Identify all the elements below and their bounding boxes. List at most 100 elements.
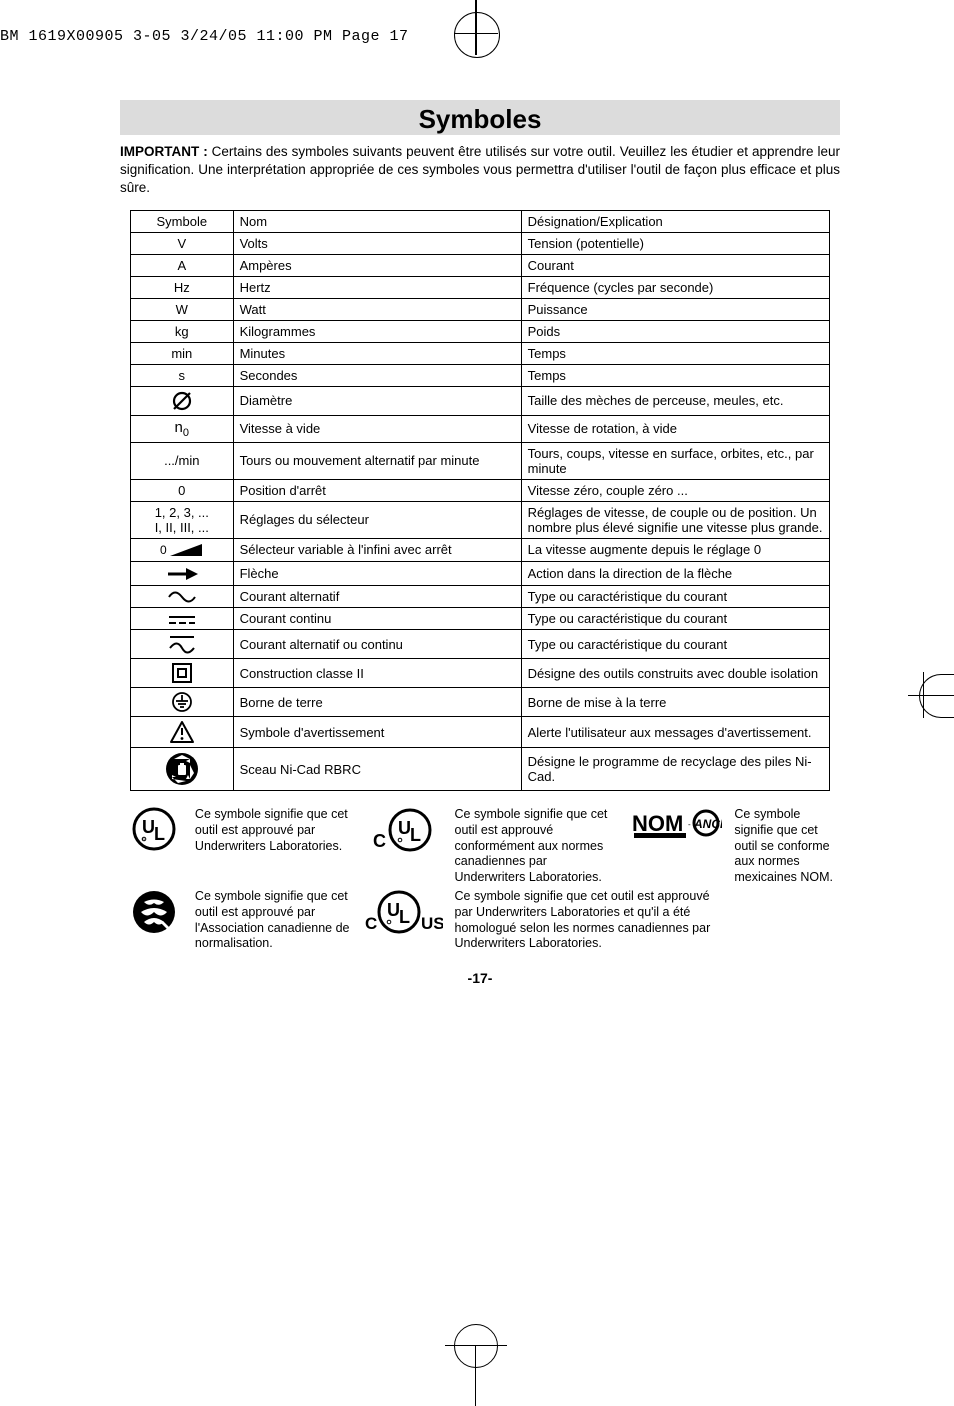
svg-text:NOM: NOM — [632, 811, 683, 836]
ac-icon — [131, 585, 234, 608]
diameter-icon — [131, 386, 234, 415]
nom-cell: Secondes — [233, 364, 521, 386]
intro-paragraph: IMPORTANT : Certains des symboles suivan… — [120, 143, 840, 198]
culus-logo-icon: C U L US — [359, 887, 449, 954]
table-row: kg Kilogrammes Poids — [131, 320, 830, 342]
table-row: s Secondes Temps — [131, 364, 830, 386]
nom-cell: Vitesse à vide — [233, 415, 521, 442]
nom-cell: Flèche — [233, 562, 521, 586]
rbrc-icon — [131, 748, 234, 791]
table-row: .../min Tours ou mouvement alternatif pa… — [131, 442, 830, 479]
des-cell: Désigne des outils construits avec doubl… — [521, 659, 829, 688]
nom-cell: Hertz — [233, 276, 521, 298]
des-cell: Vitesse de rotation, à vide — [521, 415, 829, 442]
sym-settings: 1, 2, 3, ... I, II, III, ... — [131, 501, 234, 538]
nom-cell: Courant alternatif ou continu — [233, 630, 521, 659]
des-cell: Poids — [521, 320, 829, 342]
des-cell: Puissance — [521, 298, 829, 320]
nom-cell: Sceau Ni-Cad RBRC — [233, 748, 521, 791]
des-cell: Action dans la direction de la flèche — [521, 562, 829, 586]
des-cell: Courant — [521, 254, 829, 276]
des-cell: Vitesse zéro, couple zéro ... — [521, 479, 829, 501]
svg-text:C: C — [365, 914, 377, 933]
th-symbole: Symbole — [131, 210, 234, 232]
th-designation: Désignation/Explication — [521, 210, 829, 232]
table-row: Hz Hertz Fréquence (cycles par seconde) — [131, 276, 830, 298]
nom-cell: Courant alternatif — [233, 585, 521, 608]
table-row: Symbole d'avertissement Alerte l'utilisa… — [131, 717, 830, 748]
ul-logo-icon: U L R — [120, 805, 189, 887]
des-cell: Temps — [521, 364, 829, 386]
des-cell: Type ou caractéristique du courant — [521, 630, 829, 659]
table-row: W Watt Puissance — [131, 298, 830, 320]
des-cell: Réglages de vitesse, de couple ou de pos… — [521, 501, 829, 538]
table-row: Courant continu Type ou caractéristique … — [131, 608, 830, 630]
des-cell: Type ou caractéristique du courant — [521, 608, 829, 630]
n0-icon: n0 — [131, 415, 234, 442]
symbols-table: Symbole Nom Désignation/Explication V Vo… — [130, 210, 830, 792]
nom-cell: Volts — [233, 232, 521, 254]
title-band: Symboles — [120, 100, 840, 135]
sym-text: s — [131, 364, 234, 386]
table-row: A Ampères Courant — [131, 254, 830, 276]
sym-text: Hz — [131, 276, 234, 298]
nom-cell: Ampères — [233, 254, 521, 276]
table-row: 1, 2, 3, ... I, II, III, ... Réglages du… — [131, 501, 830, 538]
des-cell: Alerte l'utilisateur aux messages d'aver… — [521, 717, 829, 748]
nom-cell: Diamètre — [233, 386, 521, 415]
intro-bold: IMPORTANT : — [120, 144, 208, 159]
sym-line-a: 1, 2, 3, ... — [137, 505, 227, 520]
cul-logo-icon: C U L — [359, 805, 449, 887]
table-row: Construction classe II Désigne des outil… — [131, 659, 830, 688]
table-row: min Minutes Temps — [131, 342, 830, 364]
nom-cell: Courant continu — [233, 608, 521, 630]
crop-mark-top-circle — [454, 12, 500, 58]
table-row: Courant alternatif ou continu Type ou ca… — [131, 630, 830, 659]
nom-logo-icon: NOM - ANCE — [626, 805, 728, 887]
svg-text:-: - — [688, 820, 691, 829]
table-row: Diamètre Taille des mèches de perceuse, … — [131, 386, 830, 415]
page: BM 1619X00905 3-05 3/24/05 11:00 PM Page… — [0, 0, 954, 1406]
register-right-circle — [919, 674, 954, 718]
des-cell: La vitesse augmente depuis le réglage 0 — [521, 538, 829, 562]
sym-text: 0 — [131, 479, 234, 501]
culus-text: Ce symbole signifie que cet outil est ap… — [455, 889, 723, 952]
svg-text:0: 0 — [160, 543, 167, 557]
register-right-horizontal — [908, 695, 954, 696]
table-row: 0 Position d'arrêt Vitesse zéro, couple … — [131, 479, 830, 501]
des-cell: Type ou caractéristique du courant — [521, 585, 829, 608]
nom-cell: Kilogrammes — [233, 320, 521, 342]
table-row: Sceau Ni-Cad RBRC Désigne le programme d… — [131, 748, 830, 791]
crop-mark-bottom-vertical — [475, 1346, 476, 1406]
table-row: Borne de terre Borne de mise à la terre — [131, 688, 830, 717]
table-row: Courant alternatif Type ou caractéristiq… — [131, 585, 830, 608]
nom-cell: Watt — [233, 298, 521, 320]
sym-text: W — [131, 298, 234, 320]
csa-text: Ce symbole signifie que cet outil est ap… — [195, 889, 353, 952]
des-cell: Temps — [521, 342, 829, 364]
svg-text:ANCE: ANCE — [693, 817, 722, 831]
nom-cell: Réglages du sélecteur — [233, 501, 521, 538]
class2-icon — [131, 659, 234, 688]
dc-icon — [131, 608, 234, 630]
earth-icon — [131, 688, 234, 717]
crop-mark-bottom-horizontal — [445, 1345, 507, 1346]
des-cell: Fréquence (cycles par seconde) — [521, 276, 829, 298]
sym-text: V — [131, 232, 234, 254]
crop-mark-bottom-circle — [454, 1324, 498, 1368]
des-cell: Borne de mise à la terre — [521, 688, 829, 717]
register-right-vertical — [923, 672, 924, 718]
nom-cell: Borne de terre — [233, 688, 521, 717]
intro-text: Certains des symboles suivants peuvent ê… — [120, 144, 840, 195]
table-header-row: Symbole Nom Désignation/Explication — [131, 210, 830, 232]
sym-text: A — [131, 254, 234, 276]
sym-line-b: I, II, III, ... — [137, 520, 227, 535]
cul-text: Ce symbole signifie que cet outil est ap… — [455, 807, 621, 885]
page-number: -17- — [120, 970, 840, 986]
svg-text:L: L — [410, 825, 421, 845]
warning-icon — [131, 717, 234, 748]
des-cell: Tension (potentielle) — [521, 232, 829, 254]
crop-mark-top-left-h — [454, 33, 476, 34]
nom-cell: Construction classe II — [233, 659, 521, 688]
th-nom: Nom — [233, 210, 521, 232]
